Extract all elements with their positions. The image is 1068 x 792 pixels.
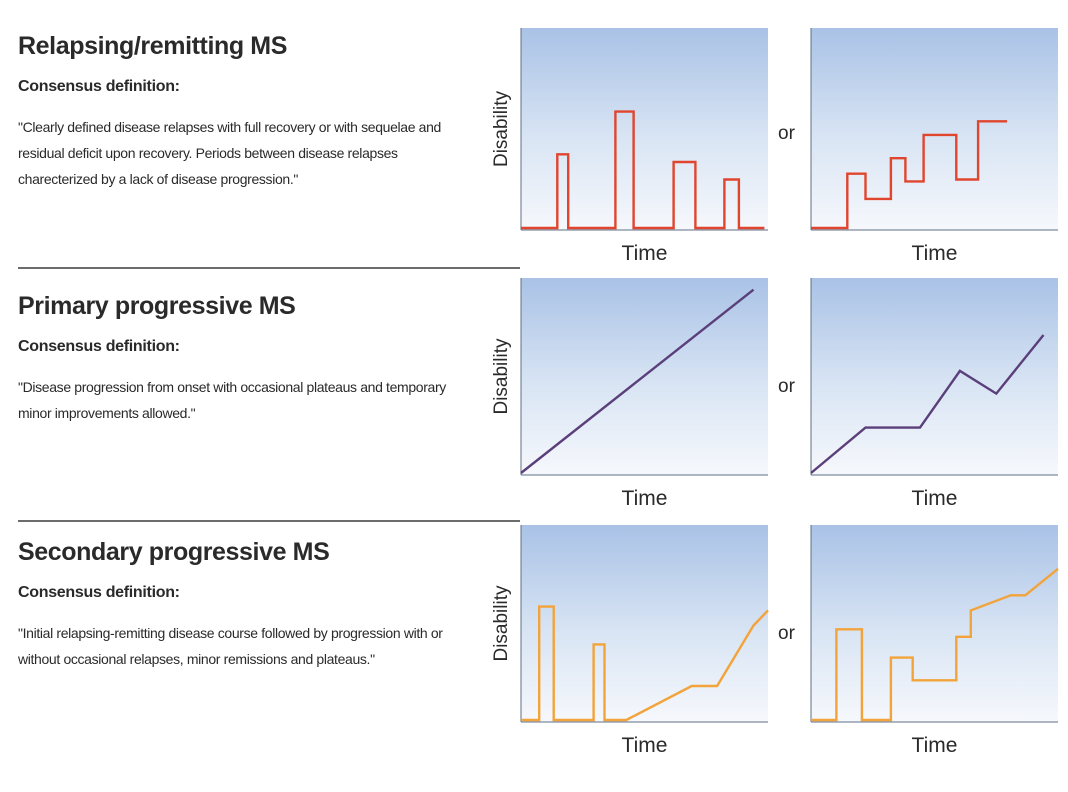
chart-background bbox=[521, 28, 768, 230]
bottom-cut-text bbox=[0, 768, 1068, 792]
y-axis-label: Disability bbox=[491, 338, 512, 415]
section-divider bbox=[18, 267, 520, 269]
definition-line: "Disease progression from onset with occ… bbox=[18, 379, 446, 395]
x-axis-label: Time bbox=[912, 734, 958, 757]
or-label-relapsing-remitting: or bbox=[778, 123, 795, 144]
section-divider bbox=[18, 520, 520, 522]
or-label-primary-progressive: or bbox=[778, 376, 795, 397]
definition-line: residual deficit upon recovery. Periods … bbox=[18, 145, 398, 161]
disability-series-line bbox=[521, 110, 765, 230]
consensus-label-relapsing-remitting: Consensus definition: bbox=[18, 78, 180, 95]
chart-background bbox=[811, 278, 1058, 475]
disability-series-line bbox=[811, 120, 1008, 230]
chart-panel: Time Disability bbox=[491, 278, 768, 510]
consensus-label-primary-progressive: Consensus definition: bbox=[18, 338, 180, 355]
chart-background bbox=[811, 525, 1058, 722]
section-title-secondary-progressive: Secondary progressive MS bbox=[18, 538, 330, 566]
section-title-relapsing-remitting: Relapsing/remitting MS bbox=[18, 32, 288, 60]
or-label-secondary-progressive: or bbox=[778, 623, 795, 644]
chart-panel: Time bbox=[810, 278, 1058, 510]
disability-series-line bbox=[520, 288, 755, 474]
y-axis-label: Disability bbox=[491, 90, 512, 167]
y-axis-label: Disability bbox=[491, 585, 512, 662]
definition-line: without occasional relapses, minor remis… bbox=[18, 651, 375, 667]
definition-relapsing-remitting: "Clearly defined disease relapses with f… bbox=[18, 114, 441, 192]
x-axis-label: Time bbox=[622, 734, 668, 757]
x-axis-label: Time bbox=[622, 487, 668, 510]
definition-primary-progressive: "Disease progression from onset with occ… bbox=[18, 374, 446, 426]
section-title-primary-progressive: Primary progressive MS bbox=[18, 292, 296, 320]
definition-line: minor improvements allowed." bbox=[18, 405, 196, 421]
chart-panel: Time bbox=[810, 525, 1059, 757]
disability-series-line bbox=[811, 567, 1059, 722]
chart-panel: Time bbox=[810, 28, 1058, 265]
definition-line: "Initial relapsing-remitting disease cou… bbox=[18, 625, 443, 641]
definition-line: "Clearly defined disease relapses with f… bbox=[18, 119, 441, 135]
chart-panel: Time Disability bbox=[491, 28, 768, 265]
chart-background bbox=[521, 525, 768, 722]
x-axis-label: Time bbox=[622, 242, 668, 265]
x-axis-label: Time bbox=[912, 242, 958, 265]
disability-series-line bbox=[521, 605, 769, 722]
chart-background bbox=[811, 28, 1058, 230]
definition-secondary-progressive: "Initial relapsing-remitting disease cou… bbox=[18, 620, 443, 672]
definition-line: charecterized by a lack of disease progr… bbox=[18, 171, 298, 187]
disability-series-line bbox=[810, 334, 1045, 474]
consensus-label-secondary-progressive: Consensus definition: bbox=[18, 584, 180, 601]
chart-panel: Time Disability bbox=[491, 525, 769, 757]
x-axis-label: Time bbox=[912, 487, 958, 510]
